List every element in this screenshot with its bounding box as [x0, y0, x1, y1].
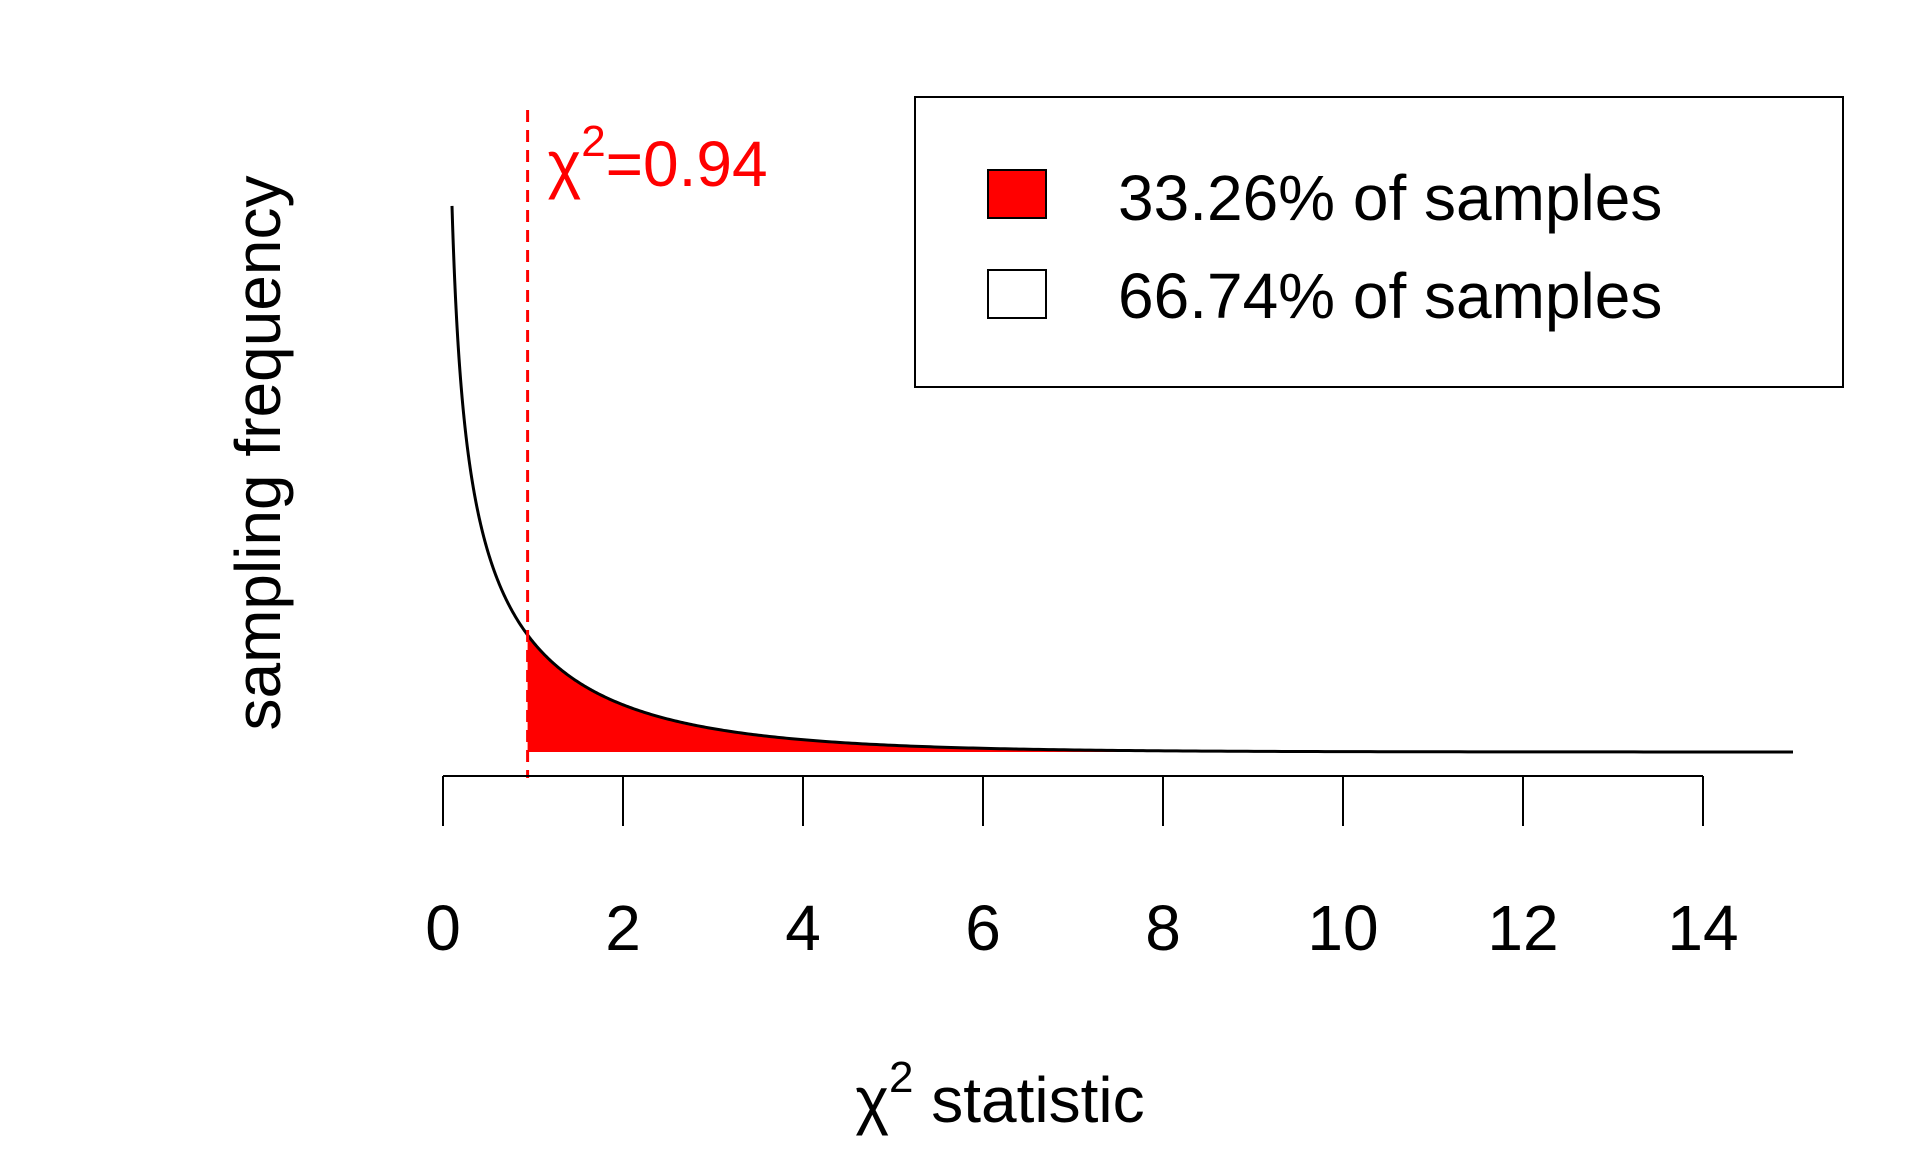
x-tick-label: 0: [425, 892, 461, 964]
x-axis-label-rest: statistic: [913, 1064, 1144, 1136]
x-tick-label: 12: [1487, 892, 1558, 964]
x-tick-label: 8: [1145, 892, 1181, 964]
legend-box: [914, 96, 1844, 388]
observed-label-sup: 2: [581, 117, 605, 166]
density-curve: [450, 205, 1793, 754]
x-tick-label: 6: [965, 892, 1001, 964]
legend: 33.26% of samples 66.74% of samples: [914, 96, 1844, 388]
shaded-tail-area: [527, 634, 1793, 752]
x-tick-label: 10: [1307, 892, 1378, 964]
observed-label-symbol: χ: [548, 128, 582, 200]
y-axis-label: sampling frequency: [222, 176, 294, 731]
x-tick-label: 2: [605, 892, 641, 964]
x-tick-label: 4: [785, 892, 821, 964]
legend-swatch-rest: [987, 269, 1047, 319]
x-axis-label-symbol: χ: [855, 1064, 889, 1136]
x-axis-label-sup: 2: [889, 1053, 913, 1102]
legend-label-rest: 66.74% of samples: [1118, 260, 1662, 332]
legend-label-tail: 33.26% of samples: [1118, 162, 1662, 234]
observed-label-rest: =0.94: [606, 128, 768, 200]
legend-swatch-tail: [987, 169, 1047, 219]
x-axis: 0 2 4 6 8 10 12 14: [425, 775, 1739, 964]
x-axis-label: χ2 statistic: [855, 1053, 1144, 1136]
observed-statistic-label: χ2=0.94: [548, 117, 768, 200]
x-tick-label: 14: [1667, 892, 1738, 964]
